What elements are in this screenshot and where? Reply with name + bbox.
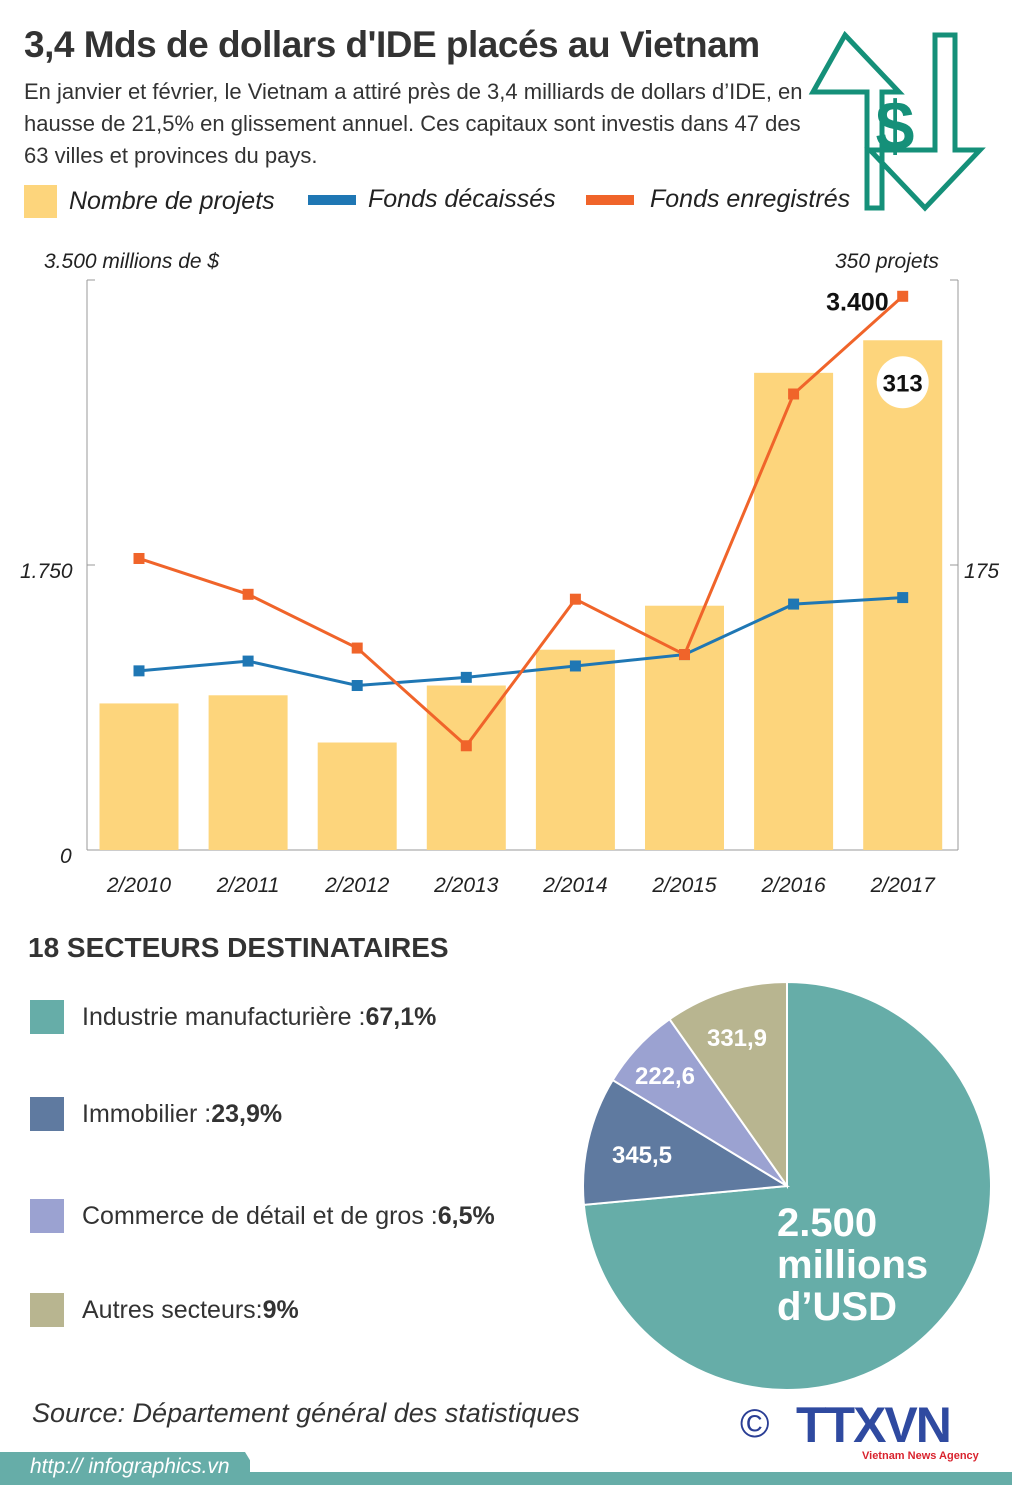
line-marker bbox=[569, 660, 581, 672]
x-tick-label: 2/2012 bbox=[324, 874, 390, 897]
sector-legend-item: Industrie manufacturière : 67,1% bbox=[30, 1000, 436, 1034]
line-marker bbox=[351, 680, 363, 692]
pie-value-label: millions bbox=[777, 1243, 928, 1287]
bar bbox=[317, 742, 397, 850]
sector-legend-item: Autres secteurs: 9% bbox=[30, 1293, 299, 1327]
legend-label: Fonds enregistrés bbox=[650, 185, 851, 213]
sector-label: Immobilier : bbox=[82, 1099, 212, 1128]
legend-swatch bbox=[24, 185, 57, 218]
sector-pct: 23,9% bbox=[211, 1099, 283, 1128]
pie-slice bbox=[582, 1078, 791, 1206]
pie-value-label: 331,9 bbox=[707, 1025, 767, 1052]
line-marker bbox=[460, 671, 472, 683]
page-title: 3,4 Mds de dollars d'IDE placés au Vietn… bbox=[24, 24, 760, 65]
source-note: Source: Département général des statisti… bbox=[32, 1398, 580, 1428]
legend-item-disbursed: Fonds décaissés bbox=[308, 185, 556, 214]
sector-legend-item: Commerce de détail et de gros : 6,5% bbox=[30, 1199, 495, 1233]
legend-item-projects: Nombre de projets bbox=[24, 185, 275, 218]
svg-text:$: $ bbox=[876, 87, 915, 165]
legend-label: Nombre de projets bbox=[69, 187, 275, 215]
line-marker bbox=[460, 740, 472, 752]
sector-pct: 6,5% bbox=[437, 1201, 495, 1230]
line-marker bbox=[897, 592, 909, 604]
x-tick-label: 2/2016 bbox=[760, 874, 826, 897]
legend-swatch bbox=[30, 1293, 64, 1327]
pie-value-label: 345,5 bbox=[612, 1142, 672, 1169]
pie-value-label: d’USD bbox=[777, 1285, 897, 1329]
legend-swatch bbox=[30, 1000, 64, 1034]
logo-tagline: Vietnam News Agency bbox=[862, 1450, 979, 1462]
legend-swatch bbox=[308, 194, 356, 205]
registered-line bbox=[138, 295, 904, 748]
line-marker bbox=[569, 593, 581, 605]
dollar-up-down-arrows-icon: $ bbox=[808, 30, 986, 212]
sector-legend-item: Immobilier : 23,9% bbox=[30, 1097, 282, 1131]
bar bbox=[645, 605, 724, 850]
legend-swatch bbox=[30, 1097, 64, 1131]
x-tick-label: 2/2015 bbox=[651, 874, 717, 897]
website-link[interactable]: http:// infographics.vn bbox=[30, 1455, 230, 1478]
x-tick-label: 2/2013 bbox=[433, 874, 499, 897]
line-marker bbox=[679, 649, 690, 661]
sector-pct: 9% bbox=[262, 1295, 299, 1324]
registered-value-label: 3.400 bbox=[826, 288, 889, 316]
x-tick-label: 2/2010 bbox=[106, 874, 172, 897]
bar bbox=[535, 649, 615, 850]
footer-bar bbox=[0, 1472, 1012, 1485]
line-marker bbox=[897, 290, 909, 302]
line-marker bbox=[133, 552, 145, 564]
legend-swatch bbox=[586, 194, 634, 205]
copyright-icon: © bbox=[740, 1402, 770, 1446]
url-tab bbox=[0, 1452, 250, 1485]
bar bbox=[99, 703, 179, 850]
pie-slice bbox=[668, 980, 788, 1190]
line-marker bbox=[351, 642, 363, 654]
right-axis-label: 350 projets bbox=[835, 250, 939, 273]
bar-label-badge bbox=[876, 356, 929, 409]
right-tick-175: 175 bbox=[964, 560, 1000, 583]
x-tick-label: 2/2017 bbox=[870, 874, 937, 897]
line-marker bbox=[242, 655, 254, 667]
legend-item-registered: Fonds enregistrés bbox=[586, 185, 850, 214]
sector-label: Industrie manufacturière : bbox=[82, 1002, 366, 1031]
left-tick-1750: 1.750 bbox=[20, 560, 73, 583]
pie-value-label: 222,6 bbox=[635, 1063, 695, 1090]
x-tick-label: 2/2014 bbox=[542, 874, 607, 897]
left-tick-0: 0 bbox=[60, 845, 72, 868]
sector-pct: 67,1% bbox=[365, 1002, 437, 1031]
line-marker bbox=[133, 665, 145, 677]
line-marker bbox=[242, 588, 254, 600]
left-axis-label: 3.500 millions de $ bbox=[44, 250, 220, 273]
sector-label: Autres secteurs: bbox=[82, 1295, 263, 1324]
line-marker bbox=[788, 598, 800, 610]
ttxvn-logo: TTXVN bbox=[796, 1397, 952, 1453]
bar bbox=[426, 685, 506, 850]
x-tick-label: 2/2011 bbox=[216, 874, 280, 897]
combo-chart: 2/2010 2/2011 2/2012 2/2013 2/2014 2/2015 2/20… bbox=[86, 279, 959, 897]
sectors-title: 18 SECTEURS DESTINATAIRES bbox=[28, 932, 449, 963]
bar bbox=[208, 695, 288, 850]
bar bbox=[754, 372, 834, 850]
pie-value-label: 2.500 bbox=[777, 1201, 877, 1245]
sector-label: Commerce de détail et de gros : bbox=[82, 1201, 438, 1230]
line-marker bbox=[788, 388, 800, 400]
bar-value-label: 313 bbox=[883, 370, 923, 397]
subtitle: En janvier et février, le Vietnam a atti… bbox=[24, 79, 803, 168]
legend-label: Fonds décaissés bbox=[368, 185, 556, 213]
legend-swatch bbox=[30, 1199, 64, 1233]
